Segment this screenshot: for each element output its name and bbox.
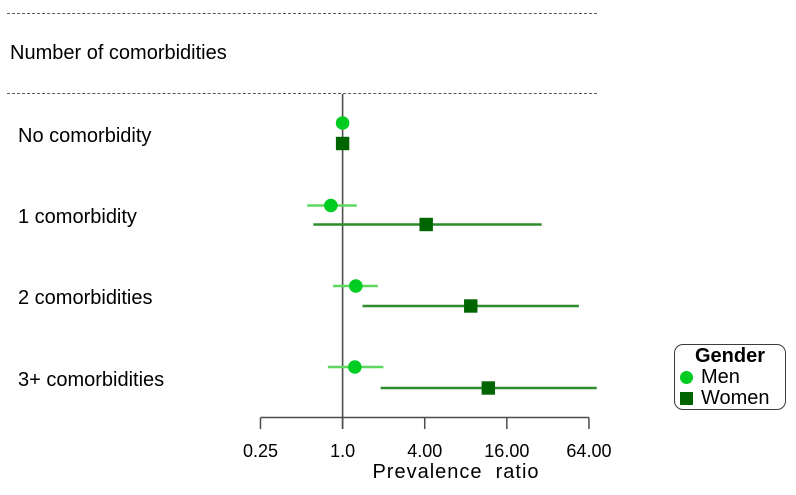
dashed-divider-middle [7,93,597,94]
dashed-divider-top [7,13,597,14]
legend-title: Gender [694,345,766,367]
marker-women-square [481,381,495,395]
legend-box: Gender Men Women [674,344,786,410]
men-circle-icon [680,371,693,384]
row-label-1-comorbidity: 1 comorbidity [18,206,137,228]
section-title: Number of comorbidities [10,42,227,64]
x-tick-label-4.00: 4.00 [407,441,443,461]
x-tick-label-0.25: 0.25 [242,441,278,461]
marker-men-circle [335,116,350,130]
marker-women-square [335,136,350,151]
legend-item-women: Women [675,388,785,409]
marker-women-square [419,217,433,232]
row-label-2-comorbidities: 2 comorbidities [18,287,153,309]
x-axis-title: Prevalence ratio [372,461,540,483]
x-tick-label-16.00: 16.00 [484,441,530,461]
marker-men-circle [324,198,338,213]
marker-women-square [464,299,478,313]
women-square-icon [680,392,693,405]
legend-label-men: Men [701,366,740,388]
legend-label-women: Women [701,387,770,409]
row-label-3plus-comorbidities: 3+ comorbidities [18,369,165,391]
row-label-no-comorbidity: No comorbidity [18,125,152,147]
legend-item-men: Men [675,367,785,388]
marker-men-circle [348,360,362,374]
x-tick-label-1.0: 1.0 [330,441,356,461]
x-tick-label-64.00: 64.00 [566,441,612,461]
marker-men-circle [349,279,363,293]
